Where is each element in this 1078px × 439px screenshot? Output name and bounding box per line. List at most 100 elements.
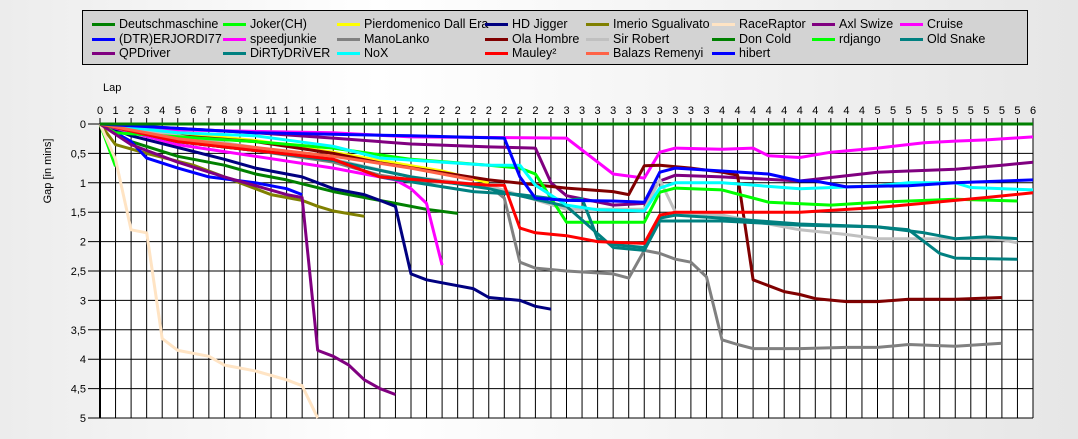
legend-swatch xyxy=(485,23,508,26)
series-line-qpdriver xyxy=(99,122,396,396)
x-tick-label: 1 xyxy=(315,105,321,117)
legend-label: Don Cold xyxy=(739,32,792,46)
series-line-hibert xyxy=(99,122,1034,204)
x-tick-label: 3 xyxy=(641,105,647,117)
x-tick-label: 0 xyxy=(97,105,103,117)
legend-swatch xyxy=(586,38,609,41)
legend-swatch xyxy=(712,52,735,55)
legend-label: Axl Swize xyxy=(839,17,894,31)
series-line-imerio-sgualivato xyxy=(98,123,365,218)
series-line-axl-swize xyxy=(99,122,1034,207)
x-tick-label: 4 xyxy=(812,105,818,117)
x-tick-label: 2 xyxy=(470,105,476,117)
series-line-nox xyxy=(99,122,1034,213)
y-tick-label: 1,5 xyxy=(71,207,86,219)
legend-label: Sir Robert xyxy=(613,32,670,46)
legend-label: Balazs Remenyi xyxy=(613,46,704,60)
x-tick-label: 2 xyxy=(408,105,414,117)
x-tick-label: 5 xyxy=(952,105,958,117)
x-tick-label: 2 xyxy=(548,105,554,117)
y-tick-label: 2,5 xyxy=(71,266,86,278)
x-tick-label: 8 xyxy=(221,105,227,117)
x-tick-label: 3 xyxy=(672,105,678,117)
y-tick-label: 3 xyxy=(80,295,86,307)
x-tick-label: 5 xyxy=(983,105,989,117)
legend-swatch xyxy=(900,23,923,26)
x-tick-label: 3 xyxy=(144,105,150,117)
legend-swatch xyxy=(586,52,609,55)
y-tick-label: 0 xyxy=(80,119,86,131)
legend-label: ManoLanko xyxy=(364,32,430,46)
x-tick-label: 2 xyxy=(455,105,461,117)
legend-label: QPDriver xyxy=(119,46,171,60)
x-tick-label: 1 xyxy=(299,105,305,117)
legend-swatch xyxy=(223,52,246,55)
x-tick-label: 2 xyxy=(532,105,538,117)
x-tick-label: 4 xyxy=(766,105,772,117)
x-tick-label: 9 xyxy=(237,105,243,117)
x-tick-label: 5 xyxy=(921,105,927,117)
x-tick-label: 2 xyxy=(439,105,445,117)
x-tick-label: 2 xyxy=(128,105,134,117)
x-tick-label: 3 xyxy=(688,105,694,117)
x-tick-label: 3 xyxy=(595,105,601,117)
legend-swatch xyxy=(812,23,835,26)
y-tick-label: 0,5 xyxy=(71,148,86,160)
x-tick-label: 11 xyxy=(265,105,276,117)
legend-swatch xyxy=(92,38,115,41)
legend-label: speedjunkie xyxy=(250,32,317,46)
x-tick-label: 5 xyxy=(175,105,181,117)
y-tick-label: 1 xyxy=(80,178,86,190)
y-tick-label: 4,5 xyxy=(71,384,86,396)
legend-label: Deutschmaschine xyxy=(119,17,219,31)
legend-swatch xyxy=(92,23,115,26)
y-tick-label: 3,5 xyxy=(71,325,86,337)
x-tick-label: 4 xyxy=(797,105,803,117)
series-line-deutschmaschine xyxy=(99,122,458,215)
legend-label: NoX xyxy=(364,46,389,60)
x-tick-label: 6 xyxy=(190,105,196,117)
x-tick-label: 4 xyxy=(828,105,834,117)
x-tick-label: 3 xyxy=(563,105,569,117)
legend-swatch xyxy=(337,23,360,26)
legend-label: Mauley² xyxy=(512,46,557,60)
x-tick-label: 3 xyxy=(610,105,616,117)
x-axis-title: Lap xyxy=(103,82,122,94)
chart-legend: Deutschmaschine Joker(CH) Pierdomenico Dal… xyxy=(82,10,1028,65)
x-tick-label: 4 xyxy=(750,105,756,117)
legend-swatch xyxy=(485,52,508,55)
x-tick-label: 1 xyxy=(392,105,398,117)
x-tick-label: 4 xyxy=(719,105,725,117)
x-tick-label: 1 xyxy=(252,105,258,117)
legend-swatch xyxy=(485,38,508,41)
x-tick-label: 2 xyxy=(486,105,492,117)
x-tick-label: 1 xyxy=(330,105,336,117)
legend-swatch xyxy=(586,23,609,26)
x-tick-label: 4 xyxy=(859,105,865,117)
x-tick-label: 5 xyxy=(968,105,974,117)
x-tick-label: 2 xyxy=(517,105,523,117)
x-tick-label: 3 xyxy=(626,105,632,117)
x-tick-label: 1 xyxy=(284,105,290,117)
x-tick-label: 5 xyxy=(937,105,943,117)
legend-label: Joker(CH) xyxy=(250,17,307,31)
x-tick-label: 1 xyxy=(361,105,367,117)
legend-swatch xyxy=(223,23,246,26)
legend-label: RaceRaptor xyxy=(739,17,806,31)
x-tick-label: 5 xyxy=(874,105,880,117)
y-tick-label: 2 xyxy=(80,237,86,249)
x-tick-label: 2 xyxy=(501,105,507,117)
y-axis-title: Gap [in mins] xyxy=(42,138,54,204)
legend-swatch xyxy=(900,38,923,41)
x-tick-label: 4 xyxy=(734,105,740,117)
legend-label: rdjango xyxy=(839,32,881,46)
x-tick-label: 2 xyxy=(423,105,429,117)
legend-label: DiRTyDRiVER xyxy=(250,46,331,60)
x-tick-label: 4 xyxy=(159,105,165,117)
legend-swatch xyxy=(92,52,115,55)
x-tick-label: 5 xyxy=(906,105,912,117)
series-line-raceraptor xyxy=(98,123,320,419)
legend-label: Imerio Sgualivato xyxy=(613,17,710,31)
x-tick-label: 4 xyxy=(843,105,849,117)
